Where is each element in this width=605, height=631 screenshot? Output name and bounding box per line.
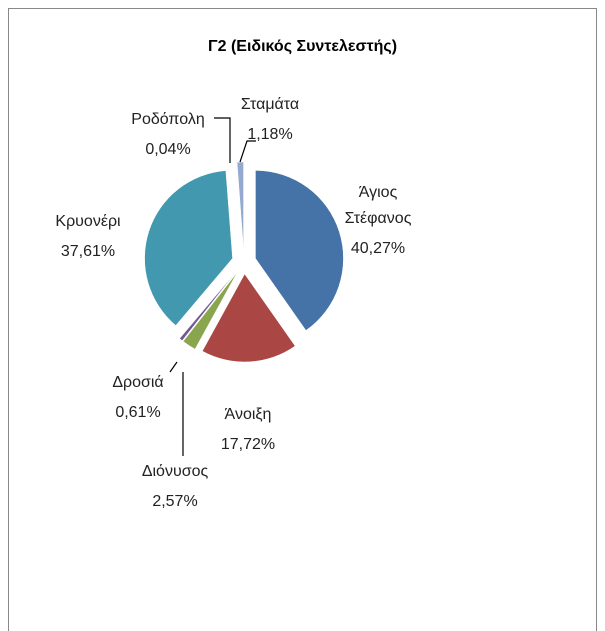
chart-title: Γ2 (Ειδικός Συντελεστής) xyxy=(207,38,398,55)
data-label: Δροσιά 0,61% xyxy=(88,368,188,428)
category-label: Άγιος Στέφανος xyxy=(344,184,412,227)
category-label: Διόνυσος xyxy=(141,463,209,480)
leader-line xyxy=(169,361,178,373)
leader-line xyxy=(239,140,256,163)
pie-slice xyxy=(179,271,237,341)
category-label: Κρυονέρι xyxy=(55,213,121,230)
pie-slice xyxy=(201,273,296,363)
percent-label: 1,18% xyxy=(247,126,293,143)
category-label: Δροσιά xyxy=(112,374,164,391)
leader-line xyxy=(214,117,231,163)
percent-label: 40,27% xyxy=(350,240,406,257)
percent-label: 0,04% xyxy=(145,141,191,158)
data-label: Άγιος Στέφανος 40,27% xyxy=(328,180,428,266)
percent-label: 0,61% xyxy=(115,404,161,421)
data-label: Άνοιξη 17,72% xyxy=(198,400,298,460)
percent-label: 37,61% xyxy=(60,243,116,260)
data-label: Κρυονέρι 37,61% xyxy=(38,207,138,267)
category-label: Σταμάτα xyxy=(240,96,300,113)
pie-slice xyxy=(144,170,233,326)
data-label: Ροδόπολη 0,04% xyxy=(118,105,218,165)
pie-slice xyxy=(236,162,244,251)
chart-border xyxy=(8,8,597,631)
percent-label: 2,57% xyxy=(152,493,198,510)
pie-slice xyxy=(255,170,344,331)
pie-slice xyxy=(182,271,238,350)
pie-slice xyxy=(236,161,244,251)
data-label: Διόνυσος 2,57% xyxy=(125,457,225,517)
data-label: Σταμάτα 1,18% xyxy=(220,90,320,150)
percent-label: 17,72% xyxy=(220,436,276,453)
category-label: Άνοιξη xyxy=(224,406,272,423)
category-label: Ροδόπολη xyxy=(131,111,205,128)
